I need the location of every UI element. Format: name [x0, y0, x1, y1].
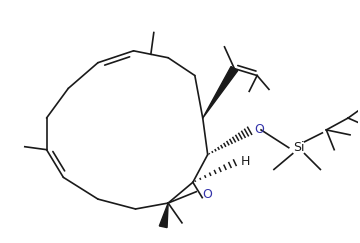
- Polygon shape: [159, 203, 168, 228]
- Text: O: O: [254, 123, 264, 136]
- Text: H: H: [240, 155, 250, 168]
- Polygon shape: [203, 67, 238, 118]
- Text: Si: Si: [293, 141, 304, 154]
- Text: O: O: [202, 188, 212, 201]
